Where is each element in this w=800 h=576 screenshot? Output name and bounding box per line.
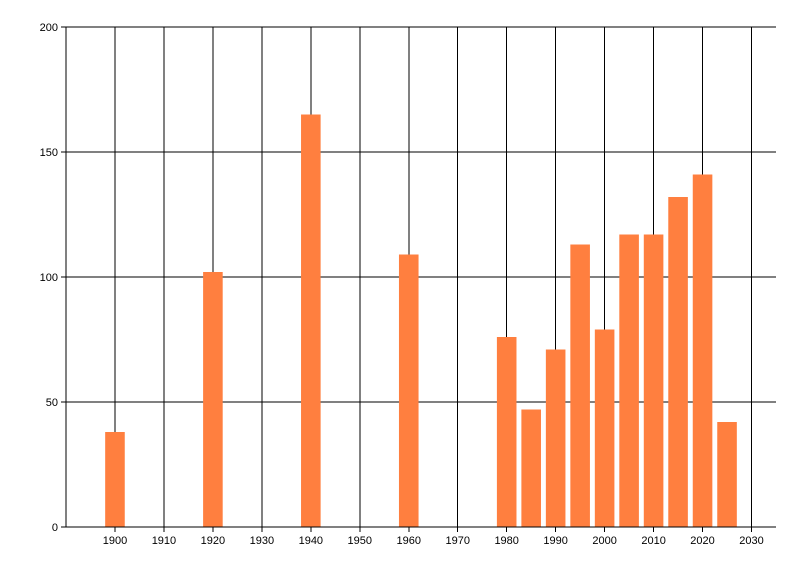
x-tick-label: 1970 [445,535,469,547]
x-tick-label: 2020 [690,535,714,547]
x-tick-label: 2030 [739,535,763,547]
bar [717,422,737,527]
x-tick-label: 2010 [641,535,665,547]
bar [619,234,639,527]
x-tick-label: 1920 [201,535,225,547]
x-tick-label: 1900 [103,535,127,547]
x-tick-label: 1930 [250,535,274,547]
bar [521,409,541,527]
bar [570,244,590,527]
x-tick-label: 2000 [592,535,616,547]
bar [496,337,517,527]
x-tick-label: 1960 [397,535,421,547]
bar [668,197,688,527]
y-tick-label: 0 [52,522,58,534]
axes [61,26,776,532]
y-tick-labels: 0 50 100 150 200 [40,22,58,534]
bar [398,254,419,527]
x-tick-label: 1980 [494,535,518,547]
x-tick-label: 1990 [543,535,567,547]
x-tick-labels: 1900 1910 1920 1930 1940 1950 1960 1970 1980 1990… [103,535,764,547]
bar [692,174,713,527]
y-tick-label: 100 [40,272,58,284]
bar [545,349,566,527]
bars [105,114,737,527]
bar [203,272,223,527]
bar [301,114,321,527]
x-tick-label: 1950 [348,535,372,547]
bar [643,234,664,527]
y-tick-label: 200 [40,22,58,34]
bar [594,329,615,527]
y-tick-label: 50 [46,397,58,409]
bar [105,432,125,527]
x-tick-label: 1940 [299,535,323,547]
x-tick-label: 1910 [152,535,176,547]
y-tick-label: 150 [40,147,58,159]
